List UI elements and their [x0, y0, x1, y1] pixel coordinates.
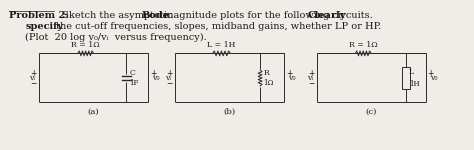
Text: C: C [129, 69, 135, 77]
Text: +: + [150, 69, 156, 78]
Text: R = 1Ω: R = 1Ω [72, 42, 100, 50]
Text: −: − [166, 79, 173, 88]
Text: 1F: 1F [129, 79, 139, 87]
Text: 1Ω: 1Ω [263, 79, 273, 87]
Text: v₀: v₀ [429, 74, 437, 82]
Text: +: + [428, 69, 434, 78]
Text: Clearly: Clearly [308, 11, 346, 20]
Text: v₀: v₀ [152, 74, 160, 82]
Text: (b): (b) [223, 107, 236, 115]
Text: vᵢ: vᵢ [165, 74, 171, 82]
Text: specify: specify [25, 22, 63, 31]
Text: vᵢ: vᵢ [307, 74, 313, 82]
Text: −: − [308, 79, 315, 88]
Text: +: + [308, 69, 315, 78]
Text: L: L [409, 68, 414, 76]
Text: (c): (c) [365, 107, 377, 115]
Text: 1H: 1H [409, 80, 419, 88]
Text: Problem 2:: Problem 2: [9, 11, 69, 20]
Text: the cut-off frequencies, slopes, midband gains, whether LP or HP.: the cut-off frequencies, slopes, midband… [53, 22, 381, 31]
Text: +: + [286, 69, 292, 78]
Text: +: + [166, 69, 173, 78]
Text: Sketch the asymptotic: Sketch the asymptotic [56, 11, 175, 20]
Text: R: R [263, 69, 269, 77]
Text: −: − [31, 79, 37, 88]
Text: vᵢ: vᵢ [29, 74, 35, 82]
Text: (a): (a) [88, 107, 100, 115]
Text: L = 1H: L = 1H [207, 42, 236, 50]
Text: R = 1Ω: R = 1Ω [349, 42, 378, 50]
Text: (Plot  20 log v₀/vᵢ  versus frequency).: (Plot 20 log v₀/vᵢ versus frequency). [25, 33, 207, 42]
Text: Bode: Bode [141, 11, 169, 20]
Text: v₀: v₀ [288, 74, 295, 82]
Text: magnitude plots for the following circuits.: magnitude plots for the following circui… [161, 11, 376, 20]
Bar [402, 67, 410, 89]
Text: +: + [31, 69, 37, 78]
